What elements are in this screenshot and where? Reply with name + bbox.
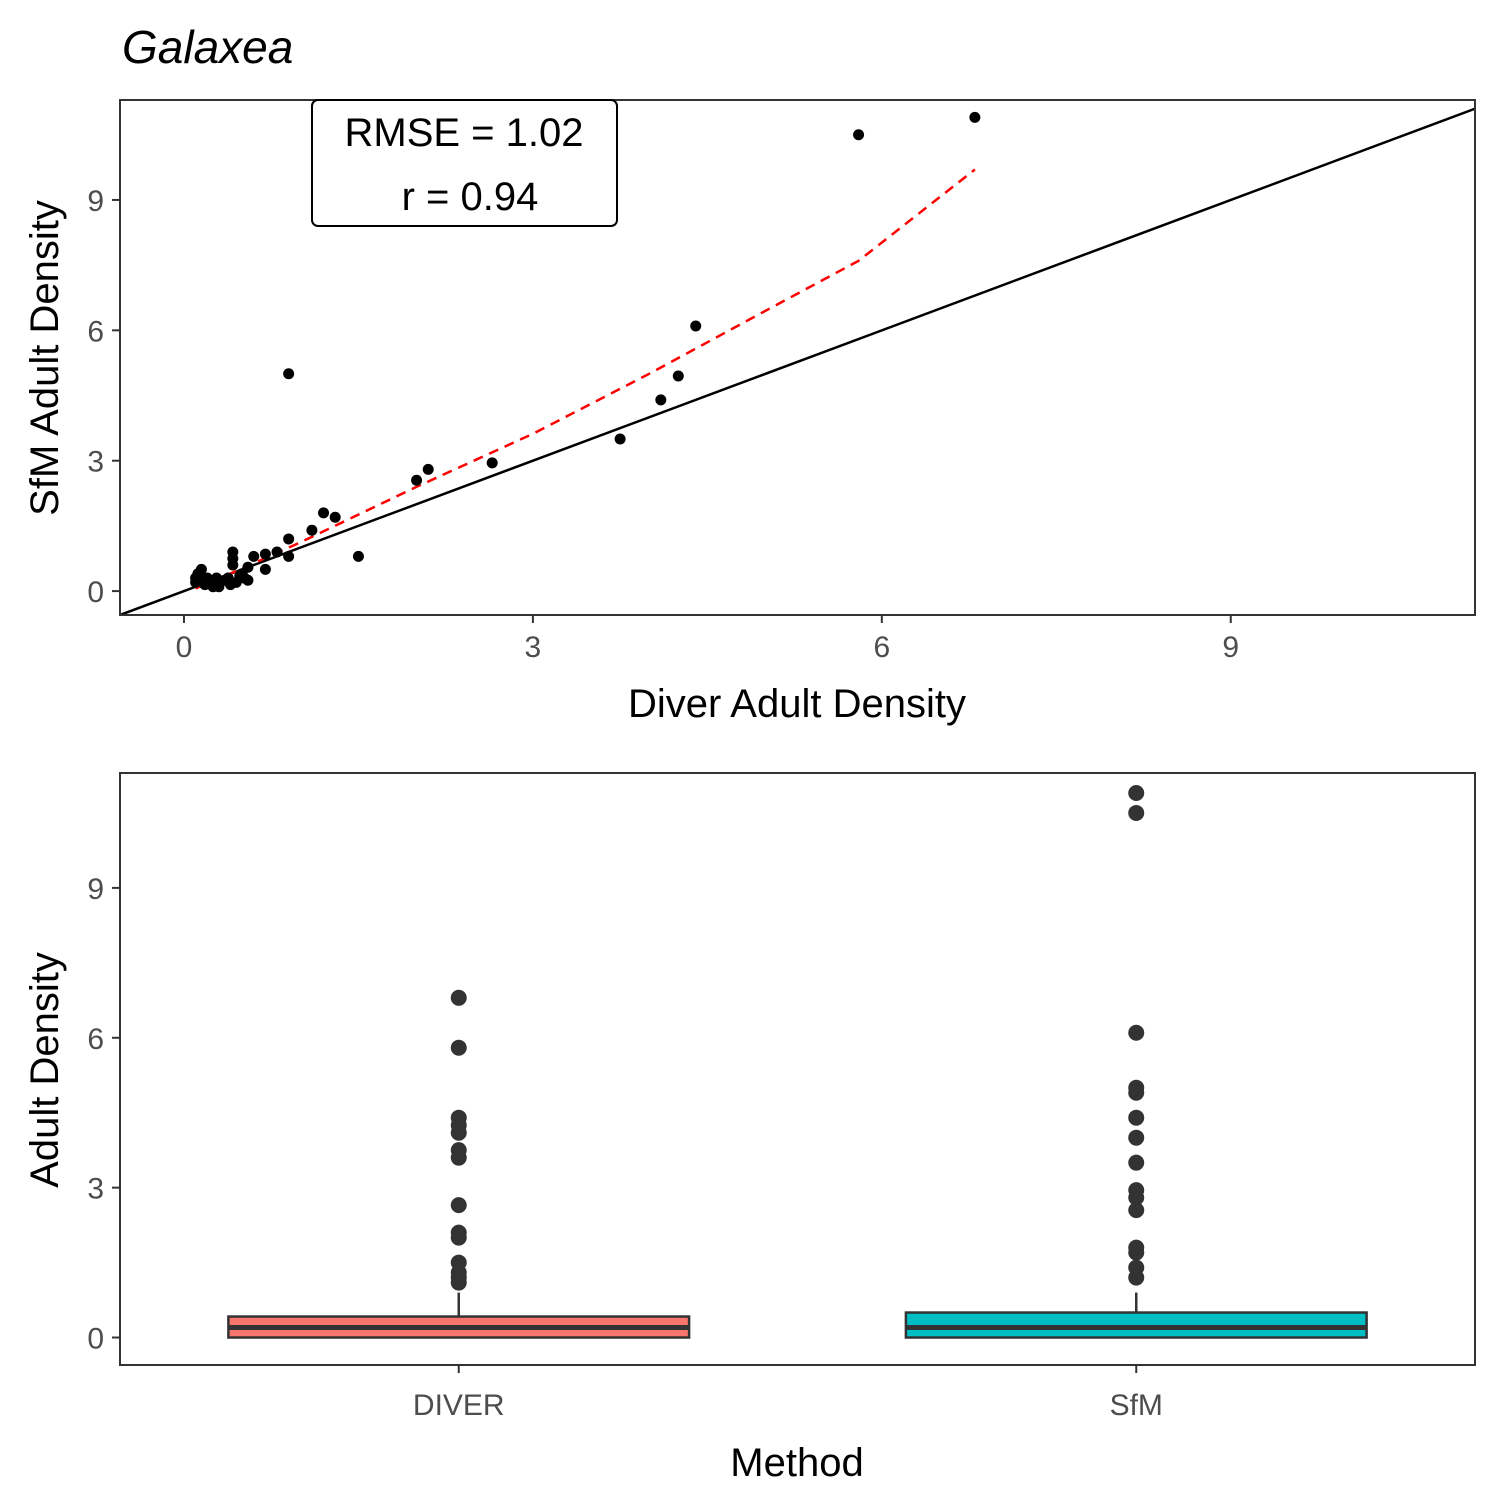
box-outlier bbox=[1128, 1024, 1145, 1041]
box-outlier bbox=[1128, 1239, 1145, 1256]
box-outlier bbox=[450, 1109, 467, 1126]
scatter-point bbox=[853, 129, 865, 141]
box-outlier bbox=[450, 1254, 467, 1271]
box-outlier bbox=[1128, 1182, 1145, 1199]
box-y-tick-label: 3 bbox=[87, 1173, 104, 1206]
box-outlier bbox=[1128, 1079, 1145, 1096]
box-y-axis-title: Adult Density bbox=[23, 952, 67, 1188]
scatter-point bbox=[329, 511, 341, 523]
scatter-y-axis-title: SfM Adult Density bbox=[23, 200, 67, 516]
scatter-x-tick-label: 0 bbox=[176, 631, 193, 664]
scatter-point bbox=[259, 563, 271, 575]
box-outlier bbox=[450, 1142, 467, 1159]
scatter-point bbox=[259, 548, 271, 560]
scatter-point bbox=[248, 550, 260, 562]
scatter-point bbox=[283, 368, 295, 380]
box-sfm bbox=[904, 784, 1368, 1339]
box-outlier bbox=[1128, 804, 1145, 821]
scatter-x-tick-label: 9 bbox=[1222, 631, 1239, 664]
scatter-point bbox=[242, 561, 254, 573]
fit-line bbox=[195, 168, 976, 590]
scatter-point bbox=[969, 111, 981, 123]
box-outlier bbox=[1128, 784, 1145, 801]
box-outlier bbox=[450, 1224, 467, 1241]
scatter-x-tick-label: 3 bbox=[525, 631, 542, 664]
box-x-axis-title: Method bbox=[730, 1441, 863, 1485]
scatter-point bbox=[227, 553, 239, 565]
stats-annotation: RMSE = 1.02 r = 0.94 bbox=[311, 99, 618, 227]
scatter-y-tick-label: 6 bbox=[87, 315, 104, 348]
scatter-point bbox=[655, 394, 667, 406]
scatter-panel: 0 3 6 9 0 3 6 9 RMSE = 1.02 r = 0.94 Diver Adul… bbox=[23, 99, 1476, 726]
scatter-point bbox=[672, 370, 684, 382]
box-outlier bbox=[1128, 1154, 1145, 1171]
scatter-point bbox=[283, 550, 295, 562]
scatter-point bbox=[283, 533, 295, 545]
box-outlier bbox=[1128, 1109, 1145, 1126]
box-x-tick-label: DIVER bbox=[413, 1389, 505, 1422]
scatter-point bbox=[411, 474, 423, 486]
box-panel: DIVER SfM 0 3 6 9 Method Adult Density bbox=[23, 772, 1476, 1485]
scatter-point bbox=[486, 457, 498, 469]
scatter-y-tick-label: 0 bbox=[87, 576, 104, 609]
scatter-point bbox=[422, 463, 434, 475]
identity-line bbox=[120, 107, 1475, 615]
scatter-y-tick-label: 3 bbox=[87, 446, 104, 479]
scatter-y-tick-label: 9 bbox=[87, 185, 104, 218]
box-outlier bbox=[1128, 1129, 1145, 1146]
scatter-point bbox=[614, 433, 626, 445]
box-outlier bbox=[1128, 1202, 1145, 1219]
scatter-point bbox=[195, 563, 207, 575]
scatter-x-axis-title: Diver Adult Density bbox=[628, 682, 966, 726]
box-y-tick-label: 0 bbox=[87, 1323, 104, 1356]
box-panel-border bbox=[119, 772, 1476, 1366]
scatter-point bbox=[690, 320, 702, 332]
scatter-x-tick-label: 6 bbox=[873, 631, 890, 664]
box-x-tick-label: SfM bbox=[1110, 1389, 1163, 1422]
plot-title: Galaxea bbox=[122, 21, 293, 73]
rmse-label: RMSE = 1.02 bbox=[344, 111, 583, 155]
scatter-panel-border bbox=[119, 99, 1476, 616]
scatter-point bbox=[306, 524, 318, 536]
box-outlier bbox=[1128, 1259, 1145, 1276]
scatter-point bbox=[242, 574, 254, 586]
box-y-tick-label: 9 bbox=[87, 873, 104, 906]
box-outlier bbox=[450, 989, 467, 1006]
r-label: r = 0.94 bbox=[402, 175, 539, 219]
box-outlier bbox=[450, 1197, 467, 1214]
stats-annotation-box bbox=[311, 99, 618, 227]
box-diver bbox=[227, 989, 691, 1339]
scatter-point bbox=[318, 507, 330, 519]
scatter-point bbox=[271, 546, 283, 558]
scatter-point bbox=[352, 550, 364, 562]
box-y-tick-label: 6 bbox=[87, 1023, 104, 1056]
box-outlier bbox=[450, 1039, 467, 1056]
